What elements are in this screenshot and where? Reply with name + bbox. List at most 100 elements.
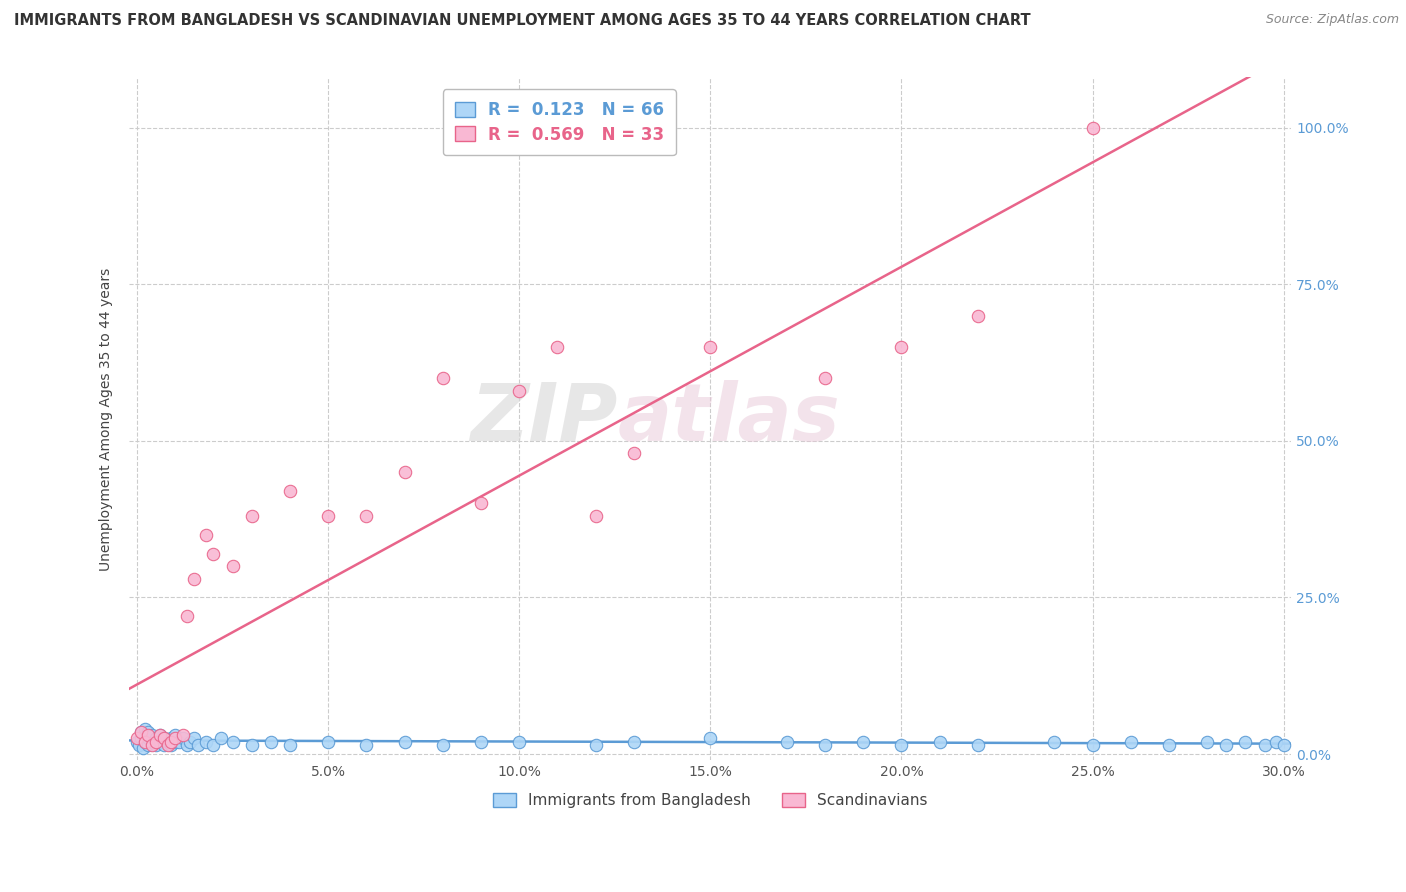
Point: [138, 728, 160, 742]
Point: [187, 738, 209, 752]
Point: [194, 734, 217, 748]
Point: [172, 731, 194, 746]
Point: [1272, 738, 1295, 752]
Point: [928, 734, 950, 748]
Point: [852, 734, 875, 748]
Point: [260, 734, 283, 748]
Point: [221, 559, 243, 574]
Point: [160, 738, 183, 752]
Point: [141, 728, 163, 742]
Point: [129, 725, 152, 739]
Point: [240, 509, 263, 524]
Point: [141, 738, 163, 752]
Point: [176, 609, 198, 624]
Point: [1081, 738, 1104, 752]
Point: [132, 740, 155, 755]
Point: [240, 738, 263, 752]
Point: [316, 509, 339, 524]
Point: [194, 528, 217, 542]
Point: [145, 738, 167, 752]
Point: [129, 725, 152, 739]
Point: [176, 738, 198, 752]
Point: [814, 738, 837, 752]
Point: [1157, 738, 1180, 752]
Point: [128, 738, 150, 752]
Point: [623, 446, 645, 460]
Point: [160, 734, 183, 748]
Point: [172, 728, 194, 742]
Point: [585, 738, 607, 752]
Point: [1081, 120, 1104, 135]
Point: [890, 340, 912, 354]
Point: [1215, 738, 1237, 752]
Point: [160, 731, 183, 746]
Legend: Immigrants from Bangladesh, Scandinavians: Immigrants from Bangladesh, Scandinavian…: [488, 787, 934, 814]
Point: [141, 734, 163, 748]
Point: [890, 738, 912, 752]
Point: [125, 731, 148, 746]
Point: [165, 728, 187, 742]
Point: [814, 371, 837, 385]
Point: [1310, 738, 1333, 752]
Point: [202, 738, 225, 752]
Point: [623, 734, 645, 748]
Point: [356, 738, 378, 752]
Point: [209, 731, 232, 746]
Point: [134, 722, 156, 736]
Point: [394, 465, 416, 479]
Point: [221, 734, 243, 748]
Point: [149, 728, 172, 742]
Point: [508, 734, 530, 748]
Point: [1234, 734, 1257, 748]
Point: [356, 509, 378, 524]
Point: [1043, 734, 1066, 748]
Point: [967, 309, 990, 323]
Point: [699, 340, 721, 354]
Point: [432, 371, 454, 385]
Point: [202, 547, 225, 561]
Point: [546, 340, 568, 354]
Point: [149, 734, 172, 748]
Point: [394, 734, 416, 748]
Point: [1119, 734, 1142, 748]
Point: [125, 734, 148, 748]
Point: [699, 731, 721, 746]
Point: [278, 483, 301, 498]
Point: [134, 734, 156, 748]
Point: [776, 734, 799, 748]
Point: [165, 731, 187, 746]
Point: [432, 738, 454, 752]
Point: [129, 731, 152, 746]
Point: [183, 572, 205, 586]
Text: IMMIGRANTS FROM BANGLADESH VS SCANDINAVIAN UNEMPLOYMENT AMONG AGES 35 TO 44 YEAR: IMMIGRANTS FROM BANGLADESH VS SCANDINAVI…: [14, 13, 1031, 29]
Point: [278, 738, 301, 752]
Point: [145, 731, 167, 746]
Point: [183, 731, 205, 746]
Point: [967, 738, 990, 752]
Y-axis label: Unemployment Among Ages 35 to 44 years: Unemployment Among Ages 35 to 44 years: [100, 268, 114, 571]
Point: [508, 384, 530, 398]
Text: ZIP: ZIP: [470, 380, 617, 458]
Point: [138, 725, 160, 739]
Point: [179, 734, 201, 748]
Point: [134, 734, 156, 748]
Point: [156, 734, 179, 748]
Point: [316, 734, 339, 748]
Text: Source: ZipAtlas.com: Source: ZipAtlas.com: [1265, 13, 1399, 27]
Point: [470, 734, 492, 748]
Point: [152, 731, 174, 746]
Point: [1348, 738, 1371, 752]
Point: [138, 731, 160, 746]
Point: [152, 738, 174, 752]
Point: [152, 731, 174, 746]
Point: [156, 738, 179, 752]
Point: [134, 728, 156, 742]
Point: [1330, 734, 1353, 748]
Point: [138, 738, 160, 752]
Text: atlas: atlas: [617, 380, 841, 458]
Point: [149, 728, 172, 742]
Point: [1197, 734, 1219, 748]
Point: [1253, 738, 1275, 752]
Point: [585, 509, 607, 524]
Point: [1292, 734, 1315, 748]
